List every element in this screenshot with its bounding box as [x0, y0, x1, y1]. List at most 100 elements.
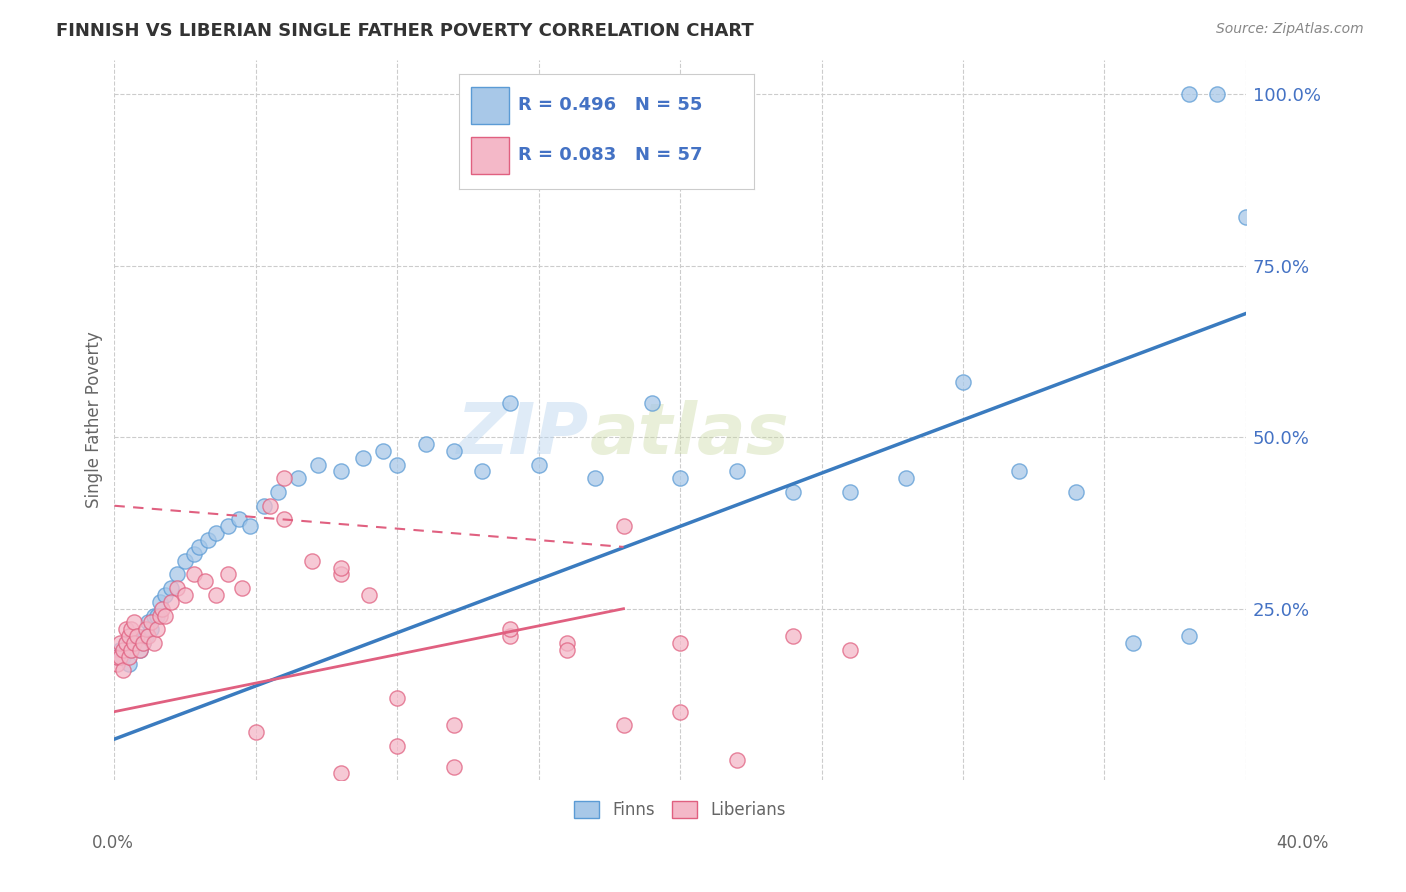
Point: [499, 629, 522, 643]
Point: [267, 485, 290, 500]
Point: [273, 512, 295, 526]
Point: [117, 629, 139, 643]
Y-axis label: Single Father Poverty: Single Father Poverty: [86, 332, 103, 508]
Point: [143, 608, 166, 623]
Point: [114, 636, 136, 650]
Point: [111, 649, 134, 664]
Point: [1008, 465, 1031, 479]
Point: [527, 458, 550, 472]
Legend: Finns, Liberians: Finns, Liberians: [568, 795, 793, 826]
Point: [183, 547, 205, 561]
Point: [108, 643, 131, 657]
Point: [120, 622, 142, 636]
Point: [1206, 87, 1229, 101]
Point: [166, 581, 188, 595]
Text: 40.0%: 40.0%: [1277, 834, 1329, 852]
Point: [122, 636, 145, 650]
Point: [499, 396, 522, 410]
Point: [329, 465, 352, 479]
Point: [307, 458, 329, 472]
Point: [141, 615, 163, 630]
Point: [782, 485, 804, 500]
Point: [231, 581, 253, 595]
Point: [357, 588, 380, 602]
Point: [239, 519, 262, 533]
Point: [669, 705, 692, 719]
Point: [135, 622, 157, 636]
Point: [287, 471, 309, 485]
Point: [217, 567, 239, 582]
Point: [166, 567, 188, 582]
Point: [555, 643, 578, 657]
Point: [669, 471, 692, 485]
Point: [217, 519, 239, 533]
Point: [583, 471, 606, 485]
Point: [443, 718, 465, 732]
Point: [205, 588, 228, 602]
Point: [149, 608, 172, 623]
Point: [152, 601, 174, 615]
Point: [125, 629, 148, 643]
Text: FINNISH VS LIBERIAN SINGLE FATHER POVERTY CORRELATION CHART: FINNISH VS LIBERIAN SINGLE FATHER POVERT…: [56, 22, 754, 40]
Point: [194, 574, 217, 589]
Point: [131, 636, 153, 650]
Point: [612, 718, 634, 732]
Point: [352, 450, 374, 465]
Point: [120, 643, 142, 657]
Text: Source: ZipAtlas.com: Source: ZipAtlas.com: [1216, 22, 1364, 37]
Point: [138, 629, 160, 643]
Point: [329, 766, 352, 780]
Point: [122, 636, 145, 650]
Point: [146, 622, 169, 636]
Point: [111, 643, 134, 657]
Point: [131, 636, 153, 650]
Point: [782, 629, 804, 643]
Point: [896, 471, 918, 485]
Point: [155, 608, 177, 623]
Point: [138, 615, 160, 630]
Point: [114, 636, 136, 650]
Point: [329, 567, 352, 582]
Point: [1122, 636, 1144, 650]
Point: [125, 629, 148, 643]
Point: [143, 636, 166, 650]
Point: [301, 554, 323, 568]
Point: [471, 465, 494, 479]
Point: [141, 622, 163, 636]
Point: [725, 465, 748, 479]
Point: [499, 622, 522, 636]
Point: [188, 540, 211, 554]
Point: [160, 581, 183, 595]
Point: [253, 499, 276, 513]
Point: [1064, 485, 1087, 500]
Point: [443, 443, 465, 458]
Point: [228, 512, 250, 526]
Point: [197, 533, 219, 547]
Point: [387, 739, 409, 753]
Point: [105, 649, 128, 664]
Point: [146, 608, 169, 623]
Point: [111, 664, 134, 678]
Point: [443, 759, 465, 773]
Point: [329, 560, 352, 574]
Point: [641, 396, 664, 410]
Point: [725, 753, 748, 767]
Point: [128, 643, 150, 657]
Point: [149, 595, 172, 609]
Text: 0.0%: 0.0%: [91, 834, 134, 852]
Point: [108, 636, 131, 650]
Point: [387, 690, 409, 705]
Point: [371, 443, 394, 458]
Text: atlas: atlas: [589, 400, 789, 469]
Point: [1178, 629, 1201, 643]
Point: [415, 437, 437, 451]
Point: [952, 375, 974, 389]
Point: [273, 471, 295, 485]
Point: [387, 458, 409, 472]
Point: [105, 657, 128, 671]
Point: [838, 485, 860, 500]
Text: ZIP: ZIP: [457, 400, 589, 469]
Point: [612, 519, 634, 533]
Point: [105, 649, 128, 664]
Point: [838, 643, 860, 657]
